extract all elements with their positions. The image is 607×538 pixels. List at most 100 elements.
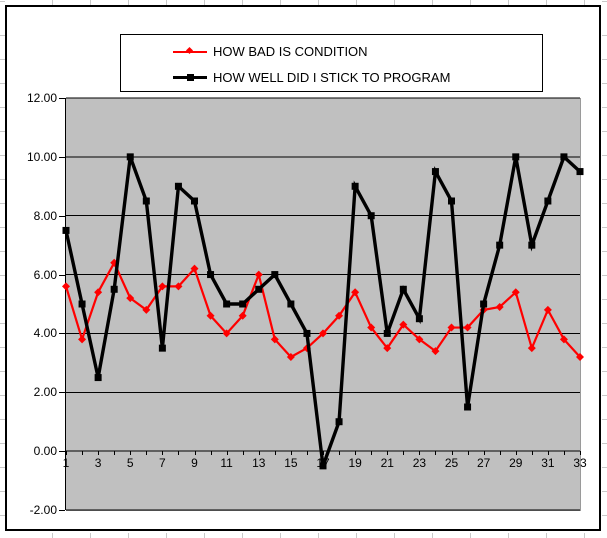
spreadsheet-gridlines-top [0, 0, 607, 5]
chart-plot-svg[interactable] [62, 97, 584, 511]
x-axis-tick [547, 451, 549, 456]
series-1-marker[interactable] [158, 344, 166, 352]
series-1-marker[interactable] [287, 300, 295, 308]
series-1-marker[interactable] [496, 241, 504, 249]
series-1-marker[interactable] [367, 212, 375, 220]
series-1-marker[interactable] [512, 153, 520, 161]
series-0-marker[interactable] [351, 288, 360, 297]
x-axis-tick [339, 451, 341, 456]
x-axis-tick [435, 451, 437, 456]
y-axis-tick [59, 510, 65, 511]
x-axis-tick-label: 33 [573, 456, 587, 471]
series-0-marker[interactable] [495, 302, 504, 311]
x-axis-tick [162, 451, 164, 456]
series-1-marker[interactable] [399, 285, 407, 293]
series-0-marker[interactable] [431, 347, 440, 356]
x-axis-tick [580, 451, 581, 456]
legend-item-how-well[interactable]: HOW WELL DID I STICK TO PROGRAM [173, 68, 450, 86]
legend-item-how-bad[interactable]: HOW BAD IS CONDITION [173, 42, 368, 60]
series-0-marker[interactable] [383, 344, 392, 353]
x-axis-tick-label: 1 [62, 456, 70, 471]
series-0-marker[interactable] [190, 264, 199, 273]
x-axis-tick-label: 29 [509, 456, 523, 471]
series-1-marker[interactable] [319, 462, 327, 470]
x-axis-tick [130, 451, 132, 456]
series-1-marker[interactable] [110, 285, 118, 293]
series-1-marker[interactable] [303, 329, 311, 337]
series-1-marker[interactable] [480, 300, 488, 308]
series-1-marker[interactable] [223, 300, 231, 308]
series-0-marker[interactable] [206, 311, 215, 320]
series-1-marker[interactable] [207, 271, 215, 279]
series-0-marker[interactable] [527, 344, 536, 353]
legend-label-how-well: HOW WELL DID I STICK TO PROGRAM [213, 69, 451, 85]
chart-legend[interactable]: HOW BAD IS CONDITION HOW WELL DID I STIC… [120, 34, 543, 92]
series-0-marker[interactable] [270, 335, 279, 344]
x-axis-tick-label: 3 [94, 456, 102, 471]
series-0-marker[interactable] [559, 335, 568, 344]
series-0-marker[interactable] [335, 311, 344, 320]
y-axis-tick-label: 12.00 [26, 91, 57, 105]
series-1-marker[interactable] [383, 329, 391, 337]
legend-sample-red [173, 46, 207, 56]
x-axis-tick-label: 27 [476, 456, 491, 471]
series-0-marker[interactable] [286, 352, 295, 361]
series-0-marker[interactable] [415, 335, 424, 344]
x-axis-tick [98, 451, 100, 456]
series-1-marker[interactable] [62, 226, 70, 234]
series-1-marker[interactable] [431, 168, 439, 176]
y-axis-tick [59, 333, 65, 335]
series-0-marker[interactable] [399, 320, 408, 329]
series-1-marker[interactable] [448, 197, 455, 205]
series-1-marker[interactable] [544, 197, 552, 205]
series-0-marker[interactable] [447, 323, 456, 332]
series-1-marker[interactable] [335, 418, 343, 426]
series-1-marker[interactable] [528, 241, 536, 249]
y-axis-tick [59, 392, 65, 394]
series-0-marker[interactable] [367, 323, 376, 332]
series-0-marker[interactable] [126, 294, 135, 303]
series-0-marker[interactable] [576, 352, 584, 361]
series-1-marker[interactable] [464, 403, 472, 411]
x-axis-tick [419, 451, 421, 456]
plot-area[interactable] [66, 98, 581, 511]
y-axis-tick-label: 6.00 [33, 267, 57, 282]
series-0-marker[interactable] [142, 305, 151, 314]
series-0-marker[interactable] [174, 282, 183, 291]
series-1-marker[interactable] [239, 300, 247, 308]
series-0-marker[interactable] [78, 335, 87, 344]
y-axis-tick-label: 10.00 [26, 149, 57, 164]
legend-sample-black [173, 73, 207, 82]
series-1-marker[interactable] [142, 197, 150, 205]
series-1-marker[interactable] [94, 374, 102, 382]
series-1-marker[interactable] [126, 153, 134, 161]
x-axis-tick [226, 451, 228, 456]
x-axis-tick [258, 451, 260, 456]
series-0-marker[interactable] [254, 270, 263, 279]
series-0-marker[interactable] [543, 305, 552, 314]
series-1-marker[interactable] [191, 197, 198, 205]
series-0-marker[interactable] [158, 282, 167, 291]
series-1-marker[interactable] [560, 153, 568, 161]
spreadsheet-gridlines-right [602, 0, 607, 538]
y-axis-tick [59, 98, 65, 99]
series-1-marker[interactable] [576, 168, 584, 176]
series-0-marker[interactable] [62, 282, 70, 291]
series-1-marker[interactable] [78, 300, 86, 308]
series-1-marker[interactable] [271, 271, 279, 279]
series-0-marker[interactable] [94, 288, 103, 297]
series-0-marker[interactable] [222, 329, 231, 338]
y-axis-tick-label: 8.00 [33, 208, 57, 223]
series-1-marker[interactable] [255, 285, 263, 293]
series-0-marker[interactable] [319, 329, 327, 338]
series-1-marker[interactable] [351, 182, 359, 190]
series-0-marker[interactable] [238, 311, 247, 320]
x-axis-tick [387, 451, 389, 456]
series-1-marker[interactable] [415, 315, 423, 323]
x-axis-tick [210, 451, 212, 456]
square-marker-icon [187, 73, 194, 81]
series-0-marker[interactable] [511, 288, 520, 297]
series-1-marker[interactable] [174, 182, 182, 190]
y-axis-tick [59, 215, 65, 217]
series-0-marker[interactable] [463, 323, 472, 332]
